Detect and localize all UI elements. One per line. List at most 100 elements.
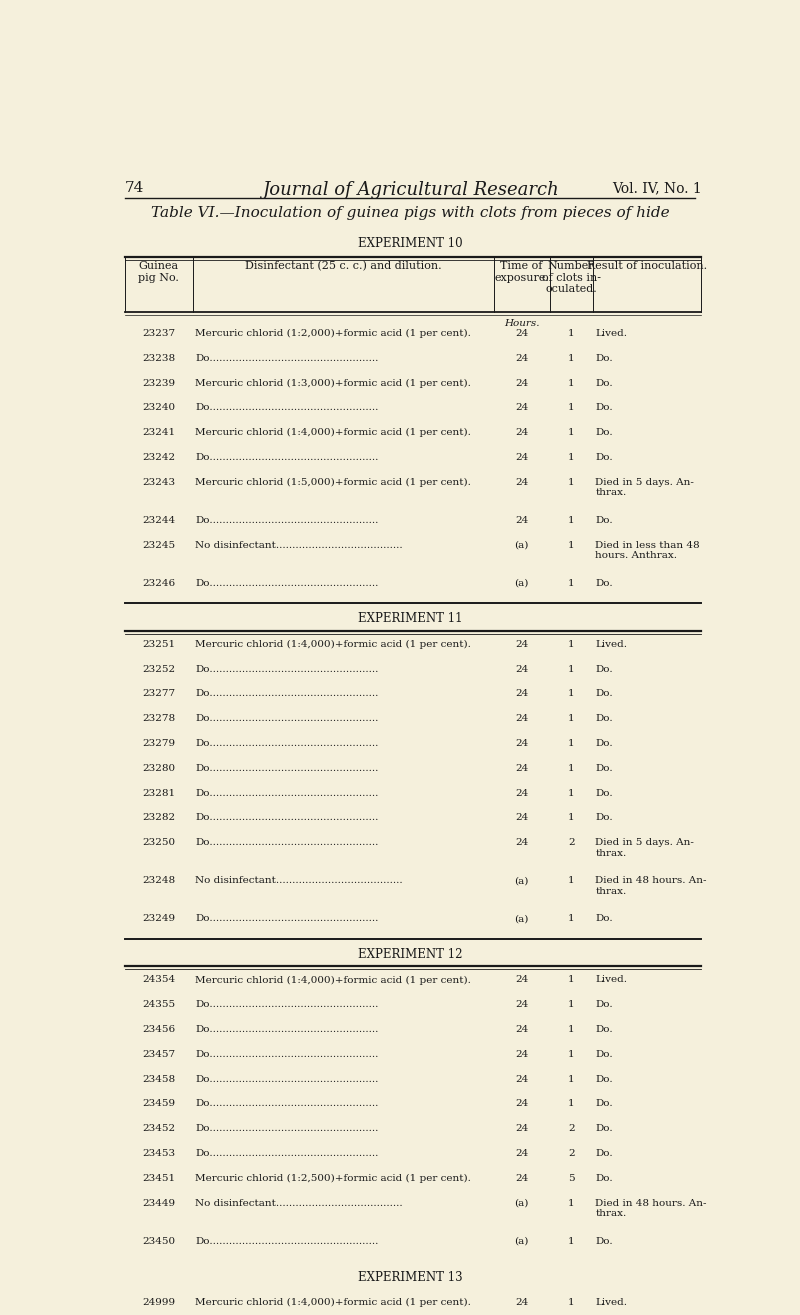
Text: 1: 1 [568, 477, 574, 487]
Text: 24: 24 [515, 1124, 528, 1134]
Text: Do.: Do. [595, 714, 613, 723]
Text: 1: 1 [568, 579, 574, 588]
Text: Do.: Do. [595, 452, 613, 462]
Text: 1: 1 [568, 789, 574, 798]
Text: 24: 24 [515, 640, 528, 648]
Text: 1: 1 [568, 452, 574, 462]
Text: Do....................................................: Do......................................… [195, 1149, 379, 1159]
Text: Do....................................................: Do......................................… [195, 714, 379, 723]
Text: (a): (a) [514, 876, 529, 885]
Text: 1: 1 [568, 515, 574, 525]
Text: Mercuric chlorid (1:2,500)+formic acid (1 per cent).: Mercuric chlorid (1:2,500)+formic acid (… [195, 1174, 471, 1184]
Text: EXPERIMENT 10: EXPERIMENT 10 [358, 237, 462, 250]
Text: 23242: 23242 [142, 452, 175, 462]
Text: 23249: 23249 [142, 914, 175, 923]
Text: Do.: Do. [595, 429, 613, 437]
Text: No disinfectant.......................................: No disinfectant.........................… [195, 876, 403, 885]
Text: Do....................................................: Do......................................… [195, 404, 379, 413]
Text: Do.: Do. [595, 664, 613, 673]
Text: 24: 24 [515, 452, 528, 462]
Text: 1: 1 [568, 739, 574, 748]
Text: Do.: Do. [595, 1149, 613, 1159]
Text: 1: 1 [568, 1236, 574, 1245]
Text: 24: 24 [515, 477, 528, 487]
Text: 23453: 23453 [142, 1149, 175, 1159]
Text: 1: 1 [568, 1298, 574, 1307]
Text: Do.: Do. [595, 1026, 613, 1034]
Text: 5: 5 [568, 1174, 574, 1184]
Text: 23458: 23458 [142, 1074, 175, 1084]
Text: Do....................................................: Do......................................… [195, 1001, 379, 1009]
Text: 24: 24 [515, 429, 528, 437]
Text: 24: 24 [515, 814, 528, 822]
Text: No disinfectant.......................................: No disinfectant.........................… [195, 1199, 403, 1207]
Text: 1: 1 [568, 404, 574, 413]
Text: 2: 2 [568, 838, 574, 847]
Text: 1: 1 [568, 1001, 574, 1009]
Text: Do.: Do. [595, 1001, 613, 1009]
Text: Do.: Do. [595, 404, 613, 413]
Text: 24: 24 [515, 689, 528, 698]
Text: Do....................................................: Do......................................… [195, 354, 379, 363]
Text: 23459: 23459 [142, 1099, 175, 1109]
Text: 23243: 23243 [142, 477, 175, 487]
Text: Mercuric chlorid (1:4,000)+formic acid (1 per cent).: Mercuric chlorid (1:4,000)+formic acid (… [195, 976, 471, 985]
Text: Do.: Do. [595, 1174, 613, 1184]
Text: 1: 1 [568, 664, 574, 673]
Text: EXPERIMENT 12: EXPERIMENT 12 [358, 948, 462, 961]
Text: 1: 1 [568, 764, 574, 773]
Text: 1: 1 [568, 876, 574, 885]
Text: Mercuric chlorid (1:2,000)+formic acid (1 per cent).: Mercuric chlorid (1:2,000)+formic acid (… [195, 329, 471, 338]
Text: 23250: 23250 [142, 838, 175, 847]
Text: 1: 1 [568, 976, 574, 985]
Text: Died in 5 days. An-
thrax.: Died in 5 days. An- thrax. [595, 477, 694, 497]
Text: (a): (a) [514, 914, 529, 923]
Text: 1: 1 [568, 1026, 574, 1034]
Text: Mercuric chlorid (1:5,000)+formic acid (1 per cent).: Mercuric chlorid (1:5,000)+formic acid (… [195, 477, 471, 487]
Text: 24: 24 [515, 354, 528, 363]
Text: 23456: 23456 [142, 1026, 175, 1034]
Text: Mercuric chlorid (1:4,000)+formic acid (1 per cent).: Mercuric chlorid (1:4,000)+formic acid (… [195, 429, 471, 438]
Text: 1: 1 [568, 329, 574, 338]
Text: 24: 24 [515, 664, 528, 673]
Text: Hours.: Hours. [504, 318, 539, 327]
Text: Time of
exposure.: Time of exposure. [494, 262, 549, 283]
Text: Died in 48 hours. An-
thrax.: Died in 48 hours. An- thrax. [595, 1199, 707, 1218]
Text: 23279: 23279 [142, 739, 175, 748]
Text: 74: 74 [125, 181, 144, 195]
Text: 23241: 23241 [142, 429, 175, 437]
Text: 1: 1 [568, 354, 574, 363]
Text: 24: 24 [515, 1026, 528, 1034]
Text: 24354: 24354 [142, 976, 175, 985]
Text: 23280: 23280 [142, 764, 175, 773]
Text: 24: 24 [515, 1074, 528, 1084]
Text: 2: 2 [568, 1124, 574, 1134]
Text: 1: 1 [568, 540, 574, 550]
Text: 23252: 23252 [142, 664, 175, 673]
Text: Do.: Do. [595, 579, 613, 588]
Text: Died in less than 48
hours. Anthrax.: Died in less than 48 hours. Anthrax. [595, 540, 700, 560]
Text: Number
of clots in-
oculated.: Number of clots in- oculated. [542, 262, 601, 295]
Text: 23457: 23457 [142, 1049, 175, 1059]
Text: Do....................................................: Do......................................… [195, 1099, 379, 1109]
Text: 23239: 23239 [142, 379, 175, 388]
Text: Do.: Do. [595, 764, 613, 773]
Text: 24: 24 [515, 379, 528, 388]
Text: Do....................................................: Do......................................… [195, 764, 379, 773]
Text: 24: 24 [515, 1149, 528, 1159]
Text: Mercuric chlorid (1:4,000)+formic acid (1 per cent).: Mercuric chlorid (1:4,000)+formic acid (… [195, 640, 471, 648]
Text: 24: 24 [515, 1001, 528, 1009]
Text: Do....................................................: Do......................................… [195, 914, 379, 923]
Text: Do.: Do. [595, 1074, 613, 1084]
Text: Journal of Agricultural Research: Journal of Agricultural Research [262, 181, 558, 199]
Text: Do....................................................: Do......................................… [195, 1124, 379, 1134]
Text: 23282: 23282 [142, 814, 175, 822]
Text: 24: 24 [515, 714, 528, 723]
Text: 23238: 23238 [142, 354, 175, 363]
Text: 1: 1 [568, 914, 574, 923]
Text: 23244: 23244 [142, 515, 175, 525]
Text: Mercuric chlorid (1:3,000)+formic acid (1 per cent).: Mercuric chlorid (1:3,000)+formic acid (… [195, 379, 471, 388]
Text: 23452: 23452 [142, 1124, 175, 1134]
Text: Do.: Do. [595, 379, 613, 388]
Text: 23450: 23450 [142, 1236, 175, 1245]
